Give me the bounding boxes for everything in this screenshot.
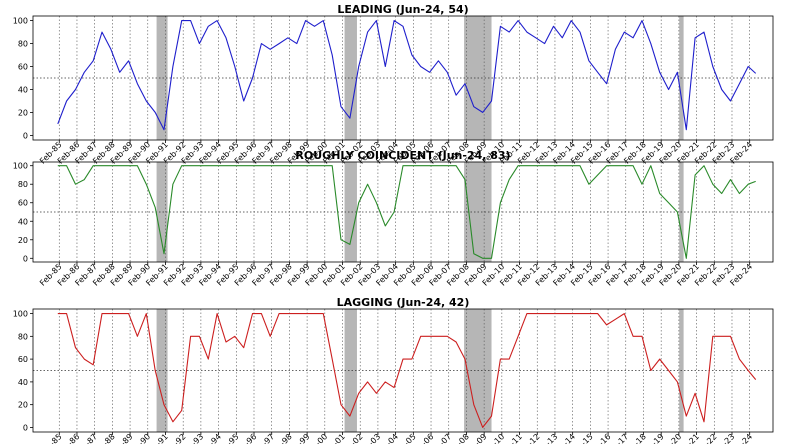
leading-y-tick-label-4: 80 bbox=[18, 40, 28, 49]
lagging-axes-frame bbox=[32, 308, 774, 433]
lagging-x-tick-label-8: Feb-93 bbox=[180, 432, 206, 444]
lagging-x-tick-label-24: Feb-09 bbox=[463, 432, 489, 444]
roughly-coincident-panel: ROUGHLY COINCIDENT (Jun-24, 83)Feb-85Feb… bbox=[13, 149, 774, 288]
leading-y-tick-label-5: 100 bbox=[13, 17, 28, 26]
lagging-x-tick-label-27: Feb-12 bbox=[516, 432, 542, 444]
lagging-x-tick-label-22: Feb-07 bbox=[428, 432, 454, 444]
lagging-x-tick-label-34: Feb-19 bbox=[640, 432, 666, 444]
lagging-x-tick-label-10: Feb-95 bbox=[215, 432, 241, 444]
lagging-x-tick-label-1: Feb-86 bbox=[56, 432, 82, 444]
lagging-x-tick-label-33: Feb-18 bbox=[622, 432, 648, 444]
lagging-x-tick-label-35: Feb-20 bbox=[658, 432, 684, 444]
leading-y-tick-label-1: 20 bbox=[18, 108, 28, 117]
leading-y-tick-label-3: 60 bbox=[18, 63, 28, 72]
lagging-x-tick-label-31: Feb-16 bbox=[587, 432, 613, 444]
lagging-x-tick-label-18: Feb-03 bbox=[357, 432, 383, 444]
lagging-x-tick-label-38: Feb-23 bbox=[711, 432, 737, 444]
lagging-x-tick-label-3: Feb-88 bbox=[91, 432, 117, 444]
roughly-coincident-recession-band-0 bbox=[156, 162, 168, 262]
lagging-recession-band-0 bbox=[156, 309, 168, 432]
lagging-x-tick-label-15: Feb-00 bbox=[304, 432, 330, 444]
lagging-x-tick-label-13: Feb-98 bbox=[268, 432, 294, 444]
leading-axes-frame bbox=[32, 15, 774, 141]
lagging-x-tick-label-39: Feb-24 bbox=[728, 432, 754, 444]
roughly-coincident-y-tick-label-0: 0 bbox=[23, 254, 28, 263]
lagging-x-tick-label-25: Feb-10 bbox=[481, 432, 507, 444]
leading-recession-band-1 bbox=[344, 16, 357, 140]
lagging-x-tick-label-12: Feb-97 bbox=[250, 432, 276, 444]
lagging-x-tick-label-5: Feb-90 bbox=[127, 432, 153, 444]
lagging-x-tick-label-2: Feb-87 bbox=[73, 432, 99, 444]
lagging-x-tick-label-30: Feb-15 bbox=[569, 432, 595, 444]
lagging-y-tick-label-3: 60 bbox=[18, 355, 28, 364]
lagging-y-tick-label-2: 40 bbox=[18, 378, 28, 387]
lagging-x-tick-label-0: Feb-85 bbox=[38, 432, 64, 444]
leading-panel: LEADING (Jun-24, 54)Feb-85Feb-86Feb-87Fe… bbox=[13, 3, 774, 166]
leading-recession-band-0 bbox=[156, 16, 168, 140]
lagging-y-tick-label-1: 20 bbox=[18, 401, 28, 410]
lagging-x-tick-label-16: Feb-01 bbox=[321, 432, 347, 444]
lagging-x-tick-label-32: Feb-17 bbox=[605, 432, 631, 444]
lagging-y-tick-label-4: 80 bbox=[18, 332, 28, 341]
lagging-x-tick-label-7: Feb-92 bbox=[162, 432, 188, 444]
leading-y-tick-label-2: 40 bbox=[18, 85, 28, 94]
lagging-x-tick-label-9: Feb-94 bbox=[197, 432, 223, 444]
lagging-x-tick-label-28: Feb-13 bbox=[534, 432, 560, 444]
lagging-x-tick-label-4: Feb-89 bbox=[109, 432, 135, 444]
lagging-x-tick-label-19: Feb-04 bbox=[374, 432, 400, 444]
lagging-x-tick-label-17: Feb-02 bbox=[339, 432, 365, 444]
lagging-x-tick-label-11: Feb-96 bbox=[233, 432, 259, 444]
roughly-coincident-y-tick-label-5: 100 bbox=[13, 162, 28, 171]
roughly-coincident-y-tick-label-2: 40 bbox=[18, 217, 28, 226]
lagging-series-line bbox=[57, 313, 757, 428]
leading-title: LEADING (Jun-24, 54) bbox=[337, 3, 468, 16]
roughly-coincident-axes-frame bbox=[32, 161, 774, 263]
lagging-x-tick-label-20: Feb-05 bbox=[392, 432, 418, 444]
roughly-coincident-y-tick-label-3: 60 bbox=[18, 199, 28, 208]
lagging-x-tick-label-23: Feb-08 bbox=[445, 432, 471, 444]
roughly-coincident-y-tick-label-1: 20 bbox=[18, 236, 28, 245]
leading-y-tick-label-0: 0 bbox=[23, 131, 28, 140]
lagging-title: LAGGING (Jun-24, 42) bbox=[337, 296, 470, 309]
lagging-y-tick-label-0: 0 bbox=[23, 423, 28, 432]
roughly-coincident-y-tick-label-4: 80 bbox=[18, 180, 28, 189]
roughly-coincident-recession-band-1 bbox=[344, 162, 357, 262]
lagging-x-tick-label-14: Feb-99 bbox=[286, 432, 312, 444]
lagging-panel: LAGGING (Jun-24, 42)Feb-85Feb-86Feb-87Fe… bbox=[13, 296, 774, 444]
lagging-x-tick-label-36: Feb-21 bbox=[675, 432, 701, 444]
lagging-x-tick-label-6: Feb-91 bbox=[144, 432, 170, 444]
lagging-recession-band-1 bbox=[344, 309, 357, 432]
roughly-coincident-series-line bbox=[57, 165, 756, 259]
lagging-x-tick-label-29: Feb-14 bbox=[551, 432, 577, 444]
lagging-x-tick-label-37: Feb-22 bbox=[693, 432, 719, 444]
lagging-y-tick-label-5: 100 bbox=[13, 310, 28, 319]
lagging-x-tick-label-21: Feb-06 bbox=[410, 432, 436, 444]
lagging-x-tick-label-26: Feb-11 bbox=[498, 432, 524, 444]
leading-series-line bbox=[57, 20, 757, 131]
roughly-coincident-title: ROUGHLY COINCIDENT (Jun-24, 83) bbox=[295, 149, 510, 162]
